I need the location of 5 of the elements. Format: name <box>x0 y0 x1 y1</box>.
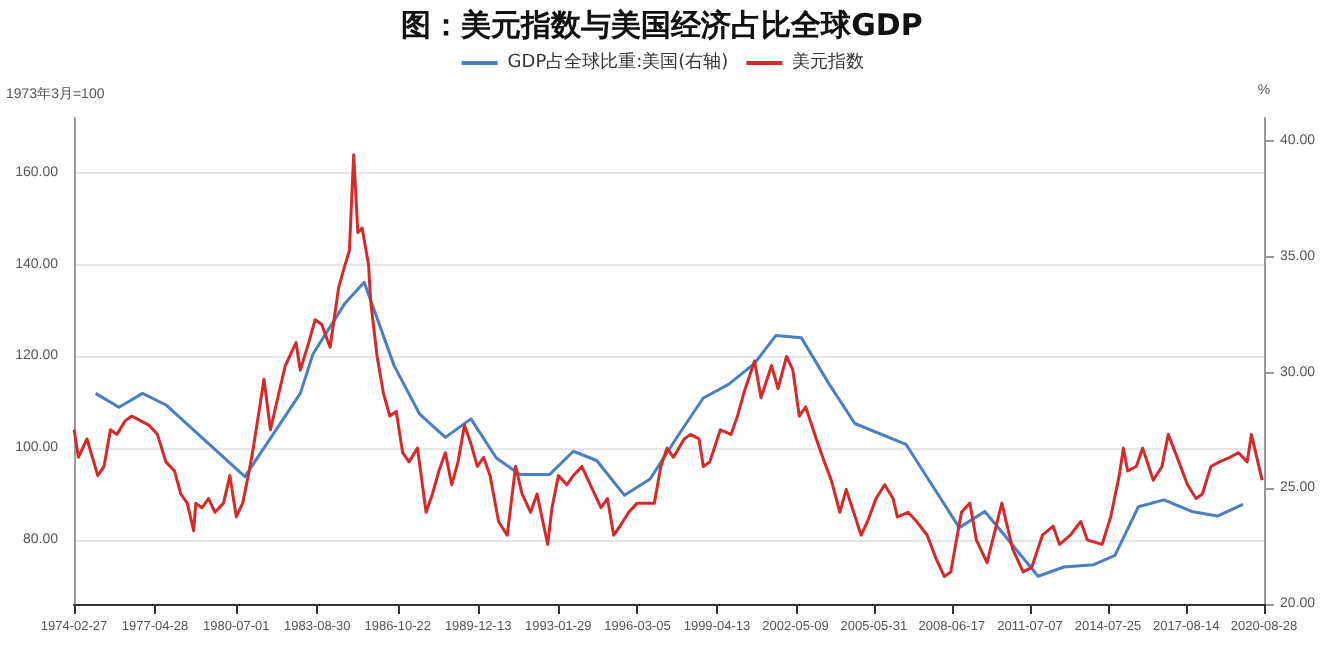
legend-label: GDP占全球比重:美国(右轴) <box>507 51 729 73</box>
line-series <box>94 280 1245 578</box>
legend-label: 美元指数 <box>792 51 865 73</box>
chart-title: 图：美元指数与美国经济占比全球GDP <box>401 7 923 43</box>
line-series <box>72 153 1264 578</box>
